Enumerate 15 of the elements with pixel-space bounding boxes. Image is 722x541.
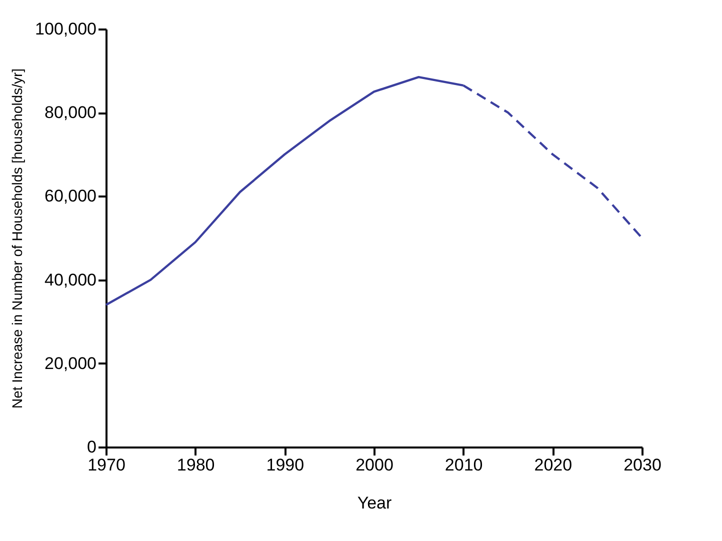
y-axis-title: Net Increase in Number of Households [households/yr] bbox=[9, 68, 26, 409]
y-tick-label: 0 bbox=[87, 438, 96, 456]
y-tick-label: 40,000 bbox=[44, 270, 96, 290]
x-tick-label: 2010 bbox=[444, 456, 483, 474]
x-tick-label: 1990 bbox=[266, 456, 304, 474]
x-tick-label: 1980 bbox=[176, 456, 215, 474]
x-tick-label: 2030 bbox=[624, 456, 662, 474]
x-tick-label: 2020 bbox=[534, 456, 572, 474]
y-tick-label: 80,000 bbox=[44, 103, 96, 122]
x-axis-title: Year bbox=[357, 494, 392, 512]
y-tick-label: 100,000 bbox=[35, 20, 96, 38]
x-tick-label: 1970 bbox=[88, 456, 126, 474]
y-tick-label: 20,000 bbox=[44, 354, 96, 373]
y-tick-label: 60,000 bbox=[44, 186, 96, 206]
x-tick-label: 2000 bbox=[356, 456, 394, 474]
